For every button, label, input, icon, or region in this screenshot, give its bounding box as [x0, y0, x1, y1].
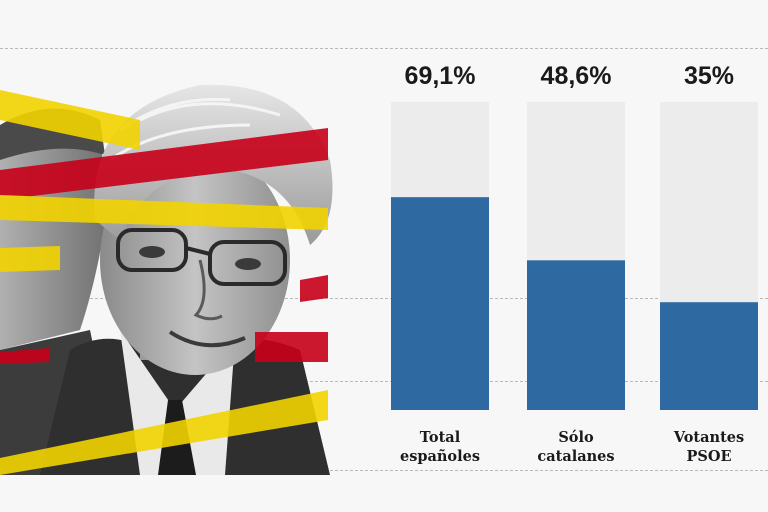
category-label: Votantes PSOE: [644, 428, 768, 466]
bar-value-label: 35%: [683, 62, 735, 90]
flag-stripes: [0, 90, 328, 475]
bar: [391, 197, 489, 410]
category-label: Sólo catalanes: [511, 428, 641, 466]
portrait-photo: [0, 84, 333, 475]
grid-line: [0, 48, 768, 49]
bar-value-label: 69,1%: [404, 62, 476, 90]
grid-line: [0, 381, 768, 382]
category-label-line: Votantes: [673, 429, 745, 446]
category-label-line: PSOE: [686, 448, 732, 465]
bar-value-label: 48,6%: [540, 62, 612, 90]
bar: [527, 260, 625, 410]
bar: [660, 302, 758, 410]
category-label: Total españoles: [375, 428, 505, 466]
category-label-line: catalanes: [537, 448, 615, 465]
category-label-line: españoles: [399, 448, 481, 465]
grid-line: [0, 298, 768, 299]
category-label-line: Total: [419, 429, 461, 446]
category-label-line: Sólo: [558, 429, 594, 446]
grid-line: [0, 470, 768, 471]
